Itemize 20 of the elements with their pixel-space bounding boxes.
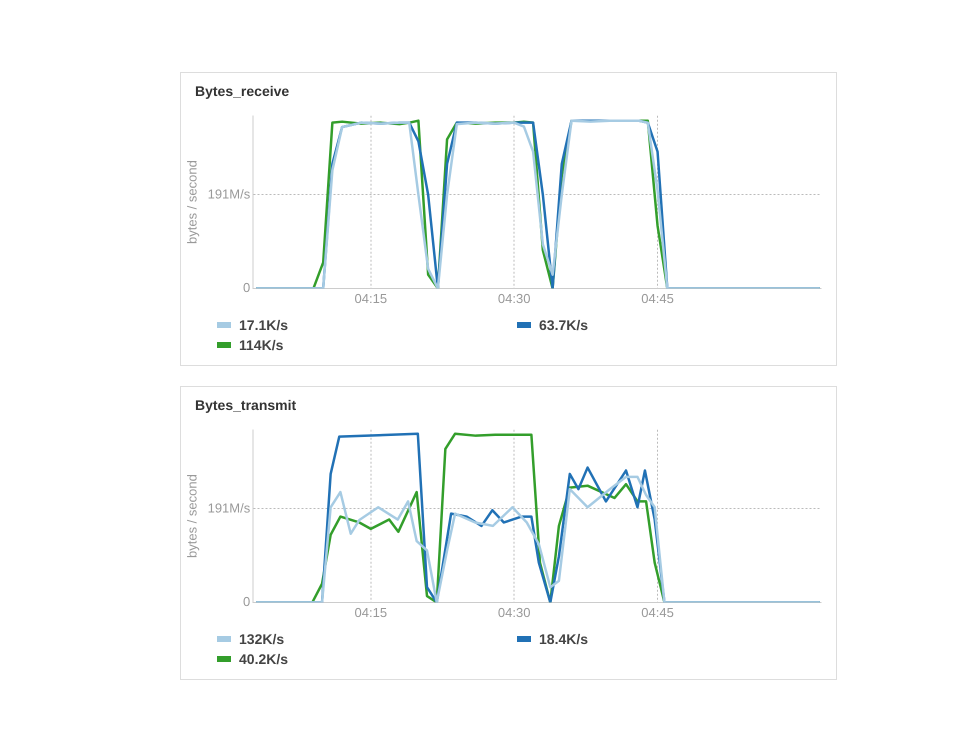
text: 114K/s — [239, 337, 284, 353]
text: 63.7K/s — [539, 317, 588, 333]
text: 17.1K/s — [239, 317, 288, 333]
text: 132K/s — [239, 631, 284, 647]
text: 18.4K/s — [539, 631, 588, 647]
x-tick-label: 04:15 — [354, 604, 388, 620]
x-tick-label: 04:45 — [641, 604, 674, 620]
x-tick-label: 04:30 — [498, 290, 530, 306]
x-tick-label: 04:45 — [641, 290, 674, 306]
y-tick-label: 191M/s — [208, 186, 251, 202]
y-tick-label: 0 — [242, 594, 250, 609]
y-axis-title: bytes / second — [184, 160, 200, 244]
x-tick-label: 04:30 — [498, 604, 530, 620]
y-tick-label: 191M/s — [208, 500, 251, 516]
chart-title: Bytes_receive — [195, 83, 290, 99]
text: 40.2K/s — [239, 651, 288, 667]
y-axis-title: bytes / second — [184, 474, 200, 558]
x-tick-label: 04:15 — [354, 290, 388, 306]
y-tick-label: 0 — [242, 280, 250, 295]
chart-title: Bytes_transmit — [195, 397, 296, 413]
